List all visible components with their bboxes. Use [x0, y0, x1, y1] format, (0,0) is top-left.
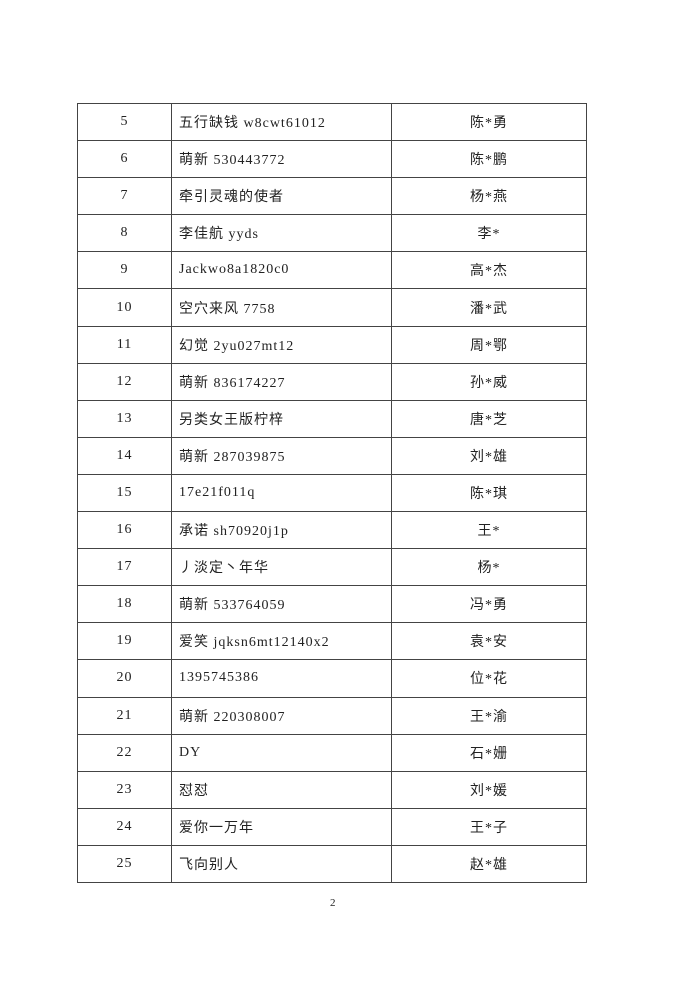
name-list-table: 5 五行缺钱 w8cwt61012 陈*勇 6 萌新 530443772 陈*鹏 7 牵引灵魂… [77, 102, 587, 883]
row-number: 19 [77, 622, 172, 661]
row-number: 7 [77, 177, 172, 216]
table-row: 22 DY 石*姗 [77, 733, 587, 772]
nickname-cell: Jackwo8a1820c0 [171, 251, 392, 290]
table-row: 15 17e21f011q 陈*琪 [77, 473, 587, 513]
name-cell: 潘*武 [391, 288, 587, 327]
nickname-cell: 爱笑 jqksn6mt12140x2 [171, 622, 392, 661]
table-row: 13 另类女王版柠梓 唐*芝 [77, 399, 587, 438]
name-cell: 李* [391, 214, 587, 253]
name-cell: 唐*芝 [391, 399, 587, 438]
name-cell: 位*花 [391, 659, 587, 698]
table-body: 5 五行缺钱 w8cwt61012 陈*勇 6 萌新 530443772 陈*鹏 7 牵引灵魂… [77, 102, 587, 883]
table-row: 24 爱你一万年 王*子 [77, 807, 587, 846]
table-row: 11 幻觉 2yu027mt12 周*鄂 [77, 325, 587, 364]
name-cell: 刘*媛 [391, 770, 587, 809]
table-row: 16 承诺 sh70920j1p 王* [77, 511, 587, 550]
name-cell: 周*鄂 [391, 325, 587, 364]
row-number: 16 [77, 511, 172, 550]
name-cell: 孙*威 [391, 362, 587, 401]
name-cell: 冯*勇 [391, 585, 587, 624]
table-row: 10 空穴来风 7758 潘*武 [77, 288, 587, 327]
name-cell: 刘*雄 [391, 436, 587, 475]
row-number: 5 [77, 102, 172, 142]
name-cell: 杨*燕 [391, 177, 587, 216]
row-number: 11 [77, 325, 172, 364]
table-row: 14 萌新 287039875 刘*雄 [77, 436, 587, 475]
nickname-cell: 1395745386 [171, 659, 392, 698]
table-row: 21 萌新 220308007 王*渝 [77, 696, 587, 735]
row-number: 12 [77, 362, 172, 401]
name-cell: 杨* [391, 548, 587, 587]
name-cell: 王* [391, 511, 587, 550]
row-number: 9 [77, 251, 172, 290]
nickname-cell: 幻觉 2yu027mt12 [171, 325, 392, 364]
nickname-cell: 另类女王版柠梓 [171, 399, 392, 438]
table-row: 6 萌新 530443772 陈*鹏 [77, 140, 587, 179]
nickname-cell: 飞向别人 [171, 844, 392, 883]
table-row: 19 爱笑 jqksn6mt12140x2 袁*安 [77, 622, 587, 661]
row-number: 25 [77, 844, 172, 883]
name-cell: 陈*琪 [391, 473, 587, 513]
row-number: 24 [77, 807, 172, 846]
table-row: 18 萌新 533764059 冯*勇 [77, 585, 587, 624]
nickname-cell: DY [171, 733, 392, 772]
nickname-cell: 李佳航 yyds [171, 214, 392, 253]
name-cell: 赵*雄 [391, 844, 587, 883]
row-number: 21 [77, 696, 172, 735]
nickname-cell: 五行缺钱 w8cwt61012 [171, 102, 392, 142]
nickname-cell: 17e21f011q [171, 473, 392, 513]
row-number: 10 [77, 288, 172, 327]
row-number: 13 [77, 399, 172, 438]
nickname-cell: 萌新 287039875 [171, 436, 392, 475]
table-row: 9 Jackwo8a1820c0 高*杰 [77, 251, 587, 290]
row-number: 15 [77, 473, 172, 513]
nickname-cell: 萌新 836174227 [171, 362, 392, 401]
table-row: 20 1395745386 位*花 [77, 659, 587, 698]
table-row: 17 丿淡定丶年华 杨* [77, 548, 587, 587]
page-number: 2 [330, 897, 336, 909]
table-row: 8 李佳航 yyds 李* [77, 214, 587, 253]
table-row: 5 五行缺钱 w8cwt61012 陈*勇 [77, 102, 587, 142]
nickname-cell: 萌新 533764059 [171, 585, 392, 624]
name-cell: 王*渝 [391, 696, 587, 735]
table-row: 12 萌新 836174227 孙*威 [77, 362, 587, 401]
row-number: 17 [77, 548, 172, 587]
row-number: 18 [77, 585, 172, 624]
table-row: 25 飞向别人 赵*雄 [77, 844, 587, 883]
row-number: 6 [77, 140, 172, 179]
name-cell: 袁*安 [391, 622, 587, 661]
row-number: 14 [77, 436, 172, 475]
name-cell: 陈*鹏 [391, 140, 587, 179]
nickname-cell: 承诺 sh70920j1p [171, 511, 392, 550]
name-cell: 王*子 [391, 807, 587, 846]
name-cell: 高*杰 [391, 251, 587, 290]
row-number: 8 [77, 214, 172, 253]
table-row: 7 牵引灵魂的使者 杨*燕 [77, 177, 587, 216]
row-number: 23 [77, 770, 172, 809]
nickname-cell: 爱你一万年 [171, 807, 392, 846]
nickname-cell: 萌新 530443772 [171, 140, 392, 179]
name-cell: 石*姗 [391, 733, 587, 772]
nickname-cell: 牵引灵魂的使者 [171, 177, 392, 216]
name-cell: 陈*勇 [391, 102, 587, 142]
row-number: 22 [77, 733, 172, 772]
nickname-cell: 萌新 220308007 [171, 696, 392, 735]
nickname-cell: 怼怼 [171, 770, 392, 809]
nickname-cell: 空穴来风 7758 [171, 288, 392, 327]
nickname-cell: 丿淡定丶年华 [171, 548, 392, 587]
row-number: 20 [77, 659, 172, 698]
table-row: 23 怼怼 刘*媛 [77, 770, 587, 809]
